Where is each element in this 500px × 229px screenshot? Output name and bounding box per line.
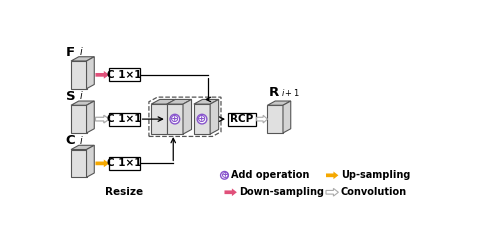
Polygon shape <box>166 104 183 134</box>
Polygon shape <box>96 115 110 123</box>
Polygon shape <box>71 105 86 133</box>
Polygon shape <box>268 101 290 105</box>
Polygon shape <box>194 104 210 134</box>
Polygon shape <box>71 150 86 177</box>
Text: $\mathbf{C}$: $\mathbf{C}$ <box>65 134 76 147</box>
Polygon shape <box>194 99 218 104</box>
Text: ⊕: ⊕ <box>220 170 229 180</box>
Text: C 1×1: C 1×1 <box>107 114 142 124</box>
Polygon shape <box>210 99 218 134</box>
Polygon shape <box>168 99 176 134</box>
Polygon shape <box>183 99 192 134</box>
Polygon shape <box>326 172 338 179</box>
Text: Add operation: Add operation <box>232 170 310 180</box>
Polygon shape <box>268 105 283 133</box>
Text: ⊕: ⊕ <box>198 114 206 124</box>
Polygon shape <box>151 99 176 104</box>
Text: $\mathbf{R}$: $\mathbf{R}$ <box>268 86 280 99</box>
Text: $\mathbf{F}$: $\mathbf{F}$ <box>65 46 75 59</box>
Text: Down-sampling: Down-sampling <box>239 187 324 197</box>
Bar <box>110 113 140 126</box>
Polygon shape <box>96 160 110 167</box>
Circle shape <box>170 114 179 124</box>
Polygon shape <box>166 99 192 104</box>
Polygon shape <box>224 188 237 196</box>
Text: $i+1$: $i+1$ <box>280 87 300 98</box>
Polygon shape <box>283 101 290 133</box>
Text: $i$: $i$ <box>79 45 84 57</box>
Text: RCP: RCP <box>230 114 254 124</box>
Text: $i$: $i$ <box>79 89 84 101</box>
Polygon shape <box>71 61 86 89</box>
Polygon shape <box>86 57 94 89</box>
Text: $\mathbf{S}$: $\mathbf{S}$ <box>65 90 76 103</box>
Circle shape <box>220 172 228 179</box>
Polygon shape <box>71 145 94 150</box>
Polygon shape <box>326 188 338 196</box>
Text: Resize: Resize <box>106 187 144 197</box>
Polygon shape <box>71 57 94 61</box>
Bar <box>110 68 140 81</box>
Polygon shape <box>151 104 168 134</box>
Bar <box>110 157 140 170</box>
Circle shape <box>197 114 207 124</box>
Text: $i$: $i$ <box>79 134 84 146</box>
Polygon shape <box>86 145 94 177</box>
Text: Convolution: Convolution <box>340 187 407 197</box>
Polygon shape <box>256 115 268 123</box>
Polygon shape <box>86 101 94 133</box>
Text: C 1×1: C 1×1 <box>107 70 142 80</box>
Text: ⊕: ⊕ <box>170 114 179 124</box>
Text: C 1×1: C 1×1 <box>107 158 142 168</box>
Bar <box>228 113 256 126</box>
Polygon shape <box>96 71 110 79</box>
Polygon shape <box>71 101 94 105</box>
Text: Up-sampling: Up-sampling <box>340 170 410 180</box>
